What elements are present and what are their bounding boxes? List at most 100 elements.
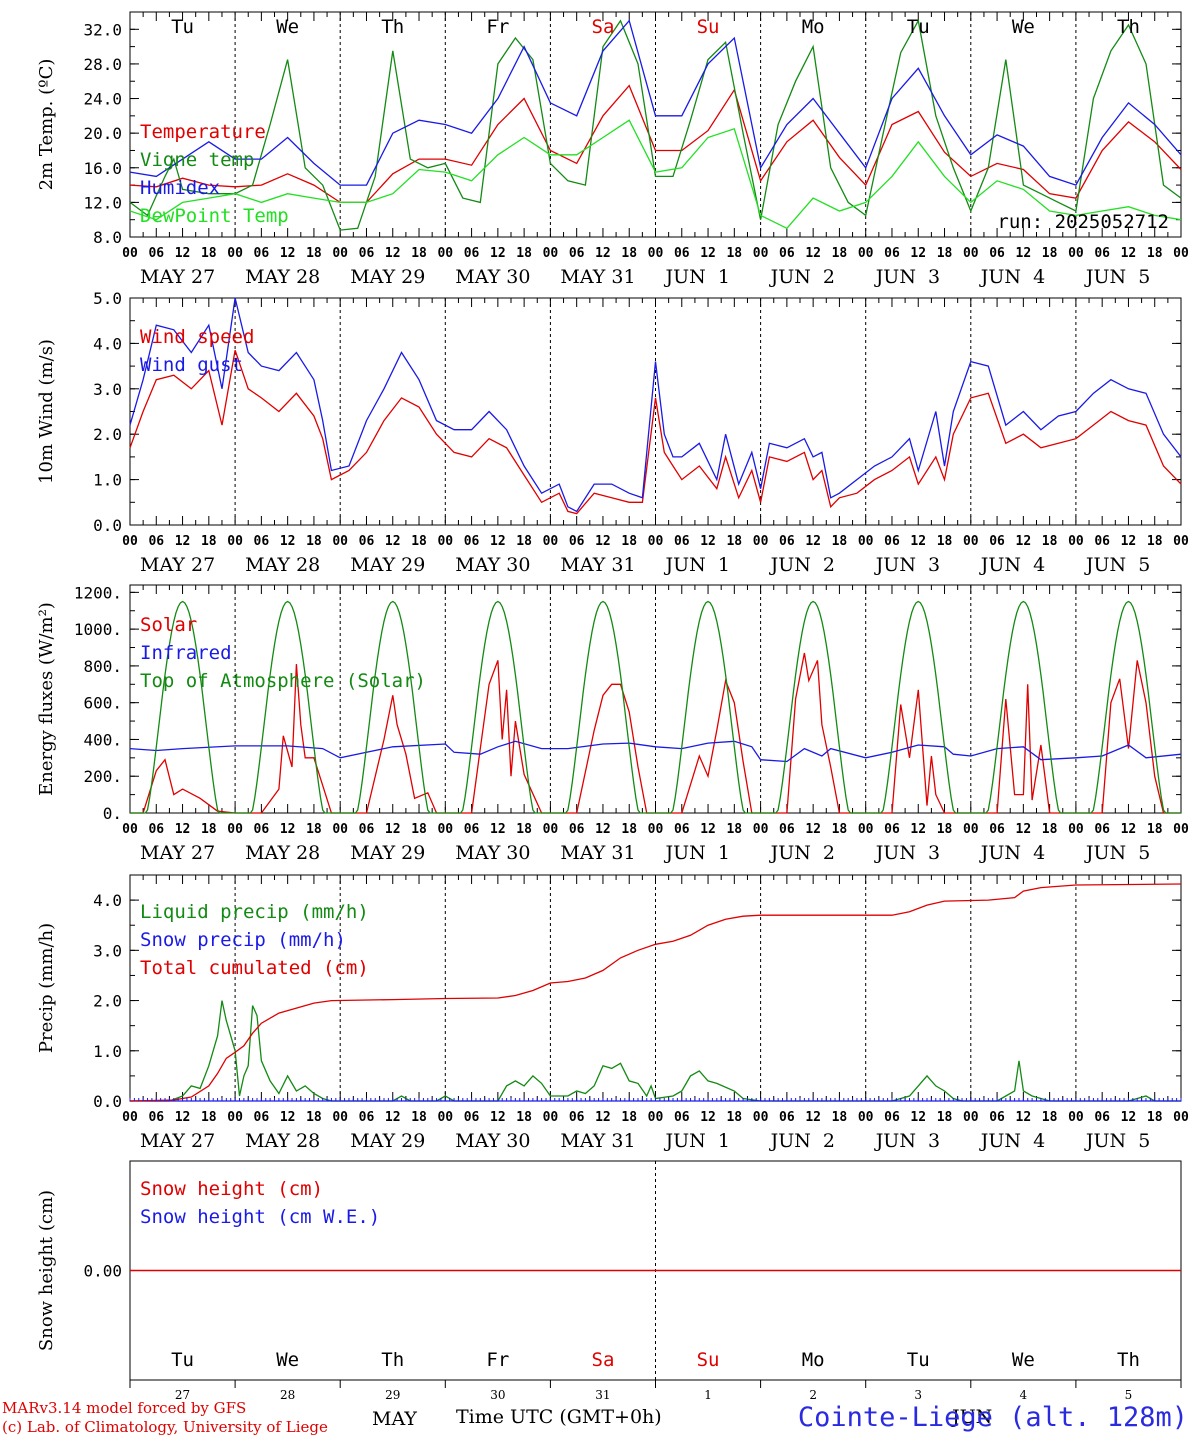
hour-tick-label: 12: [595, 1110, 611, 1125]
hour-tick-label: 00: [858, 246, 874, 261]
hour-tick-label: 06: [1094, 534, 1110, 549]
y-tick-label: 20.0: [83, 124, 122, 143]
hour-tick-label: 12: [910, 534, 926, 549]
weekday-label: Sa: [592, 16, 615, 38]
hour-tick-label: 12: [595, 246, 611, 261]
y-axis-label: Energy fluxes (W/m²): [36, 602, 57, 796]
legend-entry: Solar: [140, 614, 197, 636]
hour-tick-label: 06: [989, 246, 1005, 261]
hour-tick-label: 18: [621, 534, 637, 549]
hour-tick-label: 00: [963, 1110, 979, 1125]
hour-tick-label: 12: [385, 822, 401, 837]
lab-credit: (c) Lab. of Climatology, University of L…: [2, 1418, 328, 1436]
hour-tick-label: 00: [227, 534, 243, 549]
y-tick-label: 8.0: [93, 228, 122, 247]
hour-tick-label: 12: [1121, 822, 1137, 837]
hour-tick-label: 00: [753, 822, 769, 837]
hour-tick-label: 12: [1016, 246, 1032, 261]
hour-tick-label: 06: [464, 822, 480, 837]
y-tick-label: 0.0: [93, 1092, 122, 1111]
date-label: MAY 29: [350, 842, 425, 864]
weekday-label: Tu: [907, 16, 930, 38]
date-label: JUN 4: [979, 266, 1045, 288]
series-line: [130, 1000, 1181, 1102]
hour-tick-label: 06: [884, 1110, 900, 1125]
weekday-label: We: [1012, 1349, 1035, 1371]
hour-tick-label: 00: [963, 534, 979, 549]
hour-tick-label: 12: [175, 1110, 191, 1125]
hour-tick-label: 06: [1094, 1110, 1110, 1125]
hour-tick-label: 18: [832, 246, 848, 261]
legend-entry: Snow height (cm): [140, 1178, 323, 1200]
hour-tick-label: 00: [122, 1110, 138, 1125]
date-label: MAY 27: [140, 554, 215, 576]
weekday-label: We: [276, 16, 299, 38]
hour-tick-label: 18: [937, 822, 953, 837]
legend-entry: Temperature: [140, 121, 266, 143]
hour-tick-label: 06: [989, 1110, 1005, 1125]
weekday-label: Th: [381, 1349, 404, 1371]
y-tick-label: 1200.: [74, 583, 122, 602]
date-label: MAY 28: [245, 266, 320, 288]
y-axis-label: Snow height (cm): [36, 1190, 57, 1351]
weekday-label: Su: [697, 1349, 720, 1371]
hour-tick-label: 18: [306, 822, 322, 837]
y-tick-label: 0.0: [93, 516, 122, 535]
hour-tick-label: 18: [937, 246, 953, 261]
hour-tick-label: 18: [411, 822, 427, 837]
hour-tick-label: 12: [1016, 534, 1032, 549]
hour-tick-label: 00: [543, 822, 559, 837]
date-label: MAY 27: [140, 842, 215, 864]
hour-tick-label: 00: [1173, 246, 1189, 261]
hour-tick-label: 00: [332, 534, 348, 549]
hour-tick-label: 12: [805, 1110, 821, 1125]
hour-tick-label: 18: [621, 246, 637, 261]
y-axis-label: 2m Temp. (ºC): [36, 59, 57, 191]
hour-tick-label: 06: [254, 1110, 270, 1125]
hour-tick-label: 06: [674, 1110, 690, 1125]
hour-tick-label: 12: [700, 534, 716, 549]
panel-2: [129, 297, 1182, 526]
hour-tick-label: 06: [464, 534, 480, 549]
series-line: [129, 349, 1182, 515]
hour-tick-label: 18: [411, 246, 427, 261]
panel-4: [129, 874, 1182, 1102]
date-label: MAY 27: [140, 266, 215, 288]
model-credit: MARv3.14 model forced by GFS: [2, 1399, 247, 1417]
hour-tick-label: 06: [569, 534, 585, 549]
hour-tick-label: 06: [464, 1110, 480, 1125]
series-line: [129, 119, 1182, 230]
hour-tick-label: 00: [648, 822, 664, 837]
hour-tick-label: 00: [227, 246, 243, 261]
day-number-label: 31: [595, 1388, 610, 1402]
hour-tick-label: 00: [858, 1110, 874, 1125]
hour-tick-label: 18: [726, 534, 742, 549]
date-label: JUN 4: [979, 842, 1045, 864]
y-tick-label: 2.0: [93, 992, 122, 1011]
legend-entry: Liquid precip (mm/h): [140, 901, 369, 923]
hour-tick-label: 06: [359, 534, 375, 549]
weekday-label: Th: [1117, 1349, 1140, 1371]
hour-tick-label: 06: [569, 246, 585, 261]
hour-tick-label: 18: [1147, 534, 1163, 549]
hour-tick-label: 12: [1121, 534, 1137, 549]
hour-tick-label: 12: [1016, 822, 1032, 837]
weekday-label: Fr: [486, 16, 509, 38]
hour-tick-label: 18: [411, 1110, 427, 1125]
date-label: MAY 31: [560, 842, 635, 864]
date-label: JUN 1: [664, 554, 730, 576]
date-label: MAY 28: [245, 842, 320, 864]
hour-tick-label: 18: [306, 534, 322, 549]
legend-entry: Infrared: [140, 642, 232, 664]
hour-tick-label: 12: [385, 246, 401, 261]
weekday-label: Th: [1117, 16, 1140, 38]
hour-tick-label: 00: [1173, 822, 1189, 837]
hour-tick-label: 06: [569, 1110, 585, 1125]
hour-tick-label: 06: [359, 246, 375, 261]
hour-tick-label: 00: [1068, 822, 1084, 837]
day-number-label: 27: [175, 1388, 190, 1402]
series-line: [130, 600, 1181, 814]
hour-tick-label: 12: [1016, 1110, 1032, 1125]
hour-tick-label: 18: [937, 534, 953, 549]
